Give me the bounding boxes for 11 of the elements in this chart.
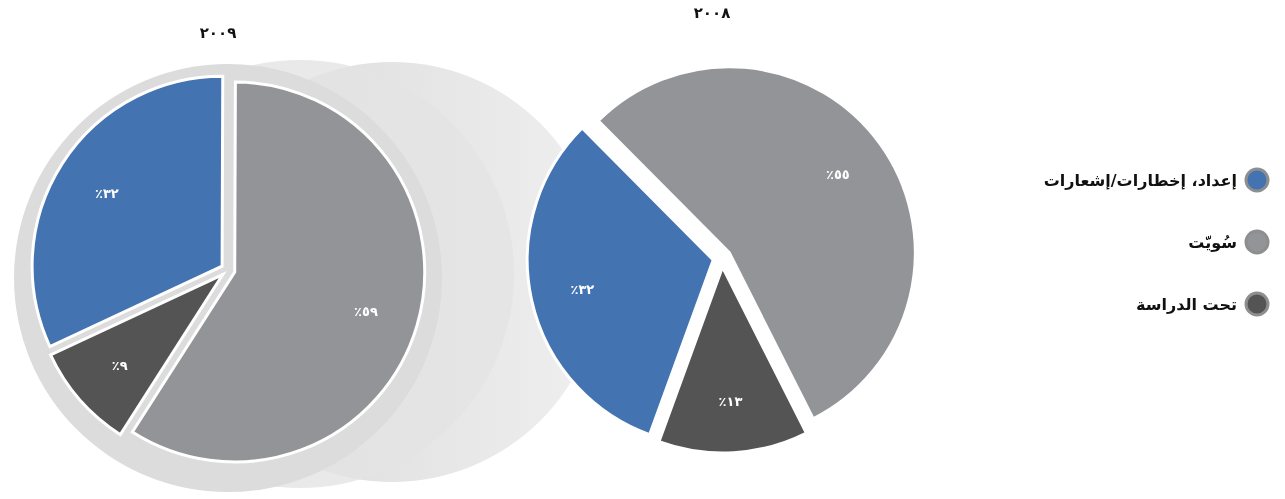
data-label: ٩٪ <box>111 357 128 373</box>
data-label: ٣٢٪ <box>94 185 119 201</box>
legend-label: تحت الدراسة <box>1136 295 1237 314</box>
data-label: ٥٥٪ <box>826 167 850 183</box>
data-label: ٣٢٪ <box>570 281 595 297</box>
legend-label: إعداد، إخطارات/إشعارات <box>1043 171 1237 190</box>
legend-label: سُويّت <box>1188 233 1237 252</box>
chart-title: ٢٠٠٨ <box>693 4 731 22</box>
data-label: ٥٩٪ <box>354 303 378 319</box>
data-label: ١٣٪ <box>718 393 743 409</box>
chart-title: ٢٠٠٩ <box>199 24 237 42</box>
